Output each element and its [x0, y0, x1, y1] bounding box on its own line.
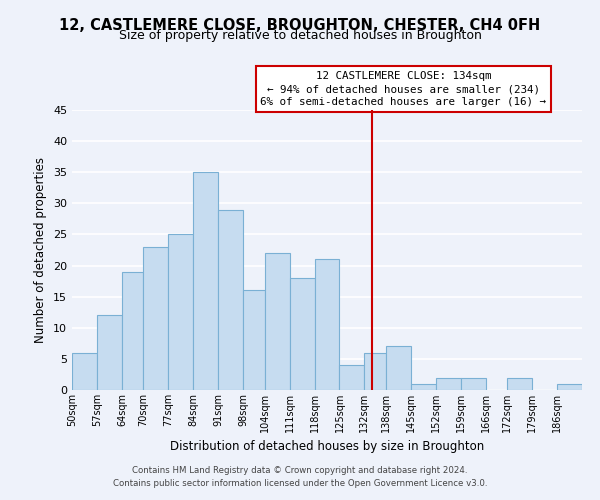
Bar — [243, 290, 265, 390]
Bar — [314, 260, 340, 390]
Bar — [265, 253, 290, 390]
Bar — [193, 172, 218, 390]
Bar — [364, 352, 386, 390]
Bar — [461, 378, 486, 390]
Text: Contains HM Land Registry data © Crown copyright and database right 2024.
Contai: Contains HM Land Registry data © Crown c… — [113, 466, 487, 487]
Bar — [143, 247, 168, 390]
Bar — [557, 384, 582, 390]
Bar — [386, 346, 411, 390]
Bar — [168, 234, 193, 390]
Bar — [507, 378, 532, 390]
Bar — [411, 384, 436, 390]
Text: 12 CASTLEMERE CLOSE: 134sqm
← 94% of detached houses are smaller (234)
6% of sem: 12 CASTLEMERE CLOSE: 134sqm ← 94% of det… — [260, 71, 547, 107]
Text: Size of property relative to detached houses in Broughton: Size of property relative to detached ho… — [119, 29, 481, 42]
Bar — [218, 210, 243, 390]
X-axis label: Distribution of detached houses by size in Broughton: Distribution of detached houses by size … — [170, 440, 484, 454]
Y-axis label: Number of detached properties: Number of detached properties — [34, 157, 47, 343]
Bar — [340, 365, 364, 390]
Bar — [72, 352, 97, 390]
Bar — [122, 272, 143, 390]
Bar — [97, 316, 122, 390]
Text: 12, CASTLEMERE CLOSE, BROUGHTON, CHESTER, CH4 0FH: 12, CASTLEMERE CLOSE, BROUGHTON, CHESTER… — [59, 18, 541, 32]
Bar — [290, 278, 314, 390]
Bar — [436, 378, 461, 390]
